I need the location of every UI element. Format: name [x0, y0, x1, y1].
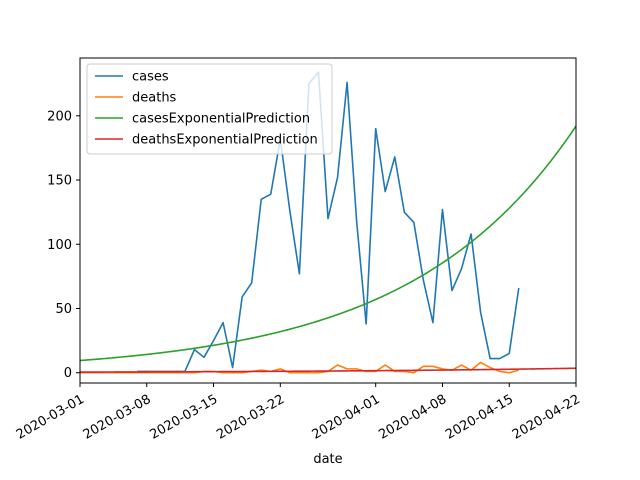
- y-tick-label: 150: [47, 174, 72, 189]
- legend-label-deaths-exponential-prediction: deathsExponentialPrediction: [132, 133, 318, 148]
- series-line-cases-exponential-prediction: [80, 125, 576, 362]
- x-axis-label: date: [313, 452, 342, 467]
- y-tick-label: 100: [47, 238, 72, 253]
- legend-label-cases-exponential-prediction: casesExponentialPrediction: [132, 112, 310, 127]
- legend-label-deaths: deaths: [132, 91, 177, 106]
- series-line-cases: [137, 71, 520, 373]
- legend: cases deaths casesExponentialPrediction dea…: [86, 63, 333, 155]
- legend-frame: [86, 63, 333, 155]
- plot-frame: [79, 57, 577, 384]
- y-tick-label: 50: [55, 302, 72, 317]
- y-tick-label: 200: [47, 109, 72, 124]
- series-line-deaths-exponential-prediction: [80, 367, 576, 373]
- legend-label-cases: cases: [132, 70, 169, 85]
- y-tick-label: 0: [64, 366, 72, 381]
- y-axis: 0 50 100 150 200: [47, 109, 80, 381]
- plot-lines: [80, 71, 576, 374]
